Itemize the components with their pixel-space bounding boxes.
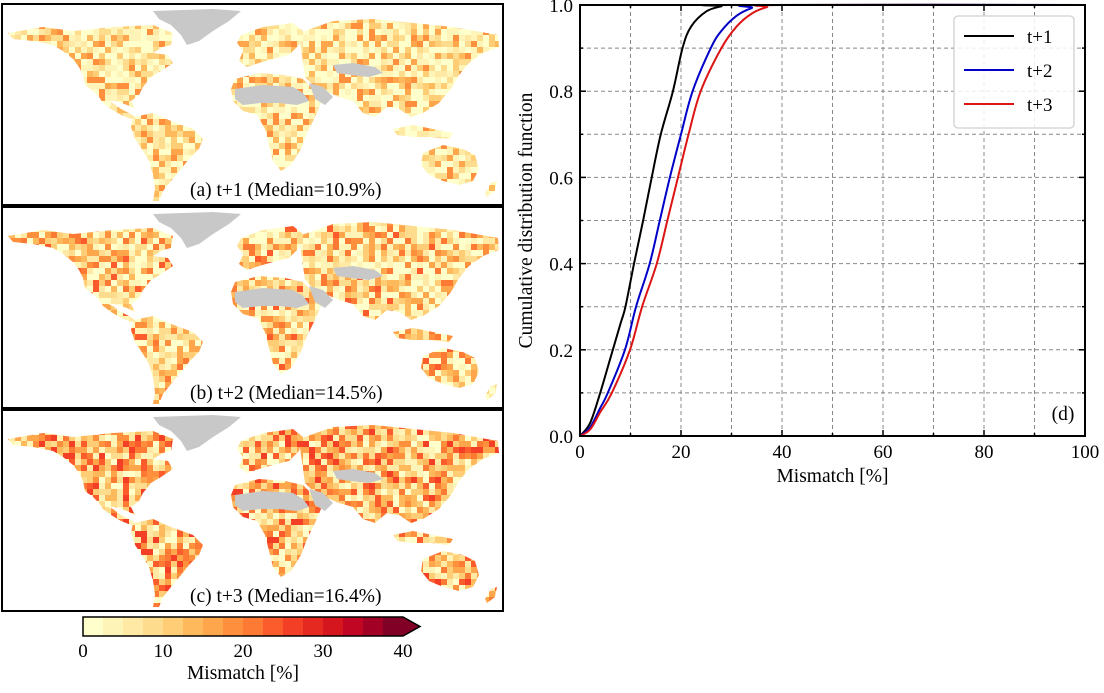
colorbar-outline [82, 616, 422, 637]
y-tick-label: 0.0 [549, 427, 573, 448]
no-data-region [153, 9, 241, 45]
no-data-region [309, 83, 333, 105]
map-label-a: (a) t+1 (Median=10.9%) [190, 180, 382, 201]
map-label-c: (c) t+3 (Median=16.4%) [190, 586, 382, 607]
world-map-b [8, 212, 499, 404]
cdf-line-t2 [579, 3, 1086, 437]
panel-label-d: (d) [1052, 404, 1075, 425]
x-tick-label: 40 [773, 442, 792, 463]
colorbar-bin [163, 617, 184, 636]
x-axis-label: Mismatch [%] [776, 466, 888, 487]
colorbar-scale [82, 616, 422, 637]
land-heatmap [8, 19, 499, 201]
no-data-region [333, 63, 383, 77]
y-tick-label: 0.8 [549, 82, 573, 103]
legend-entry-t3: t+3 [964, 95, 1053, 116]
y-tick-label: 1.0 [549, 0, 573, 17]
colorbar-bin [363, 617, 384, 636]
world-map-c [8, 415, 499, 607]
land-heatmap [8, 425, 499, 607]
no-data-region [333, 469, 383, 483]
map-label-b: (b) t+2 (Median=14.5%) [190, 383, 383, 404]
colorbar-tick-30: 30 [313, 641, 333, 662]
x-tick-label: 100 [1071, 442, 1100, 463]
legend: t+1 t+2 t+3 [953, 15, 1075, 129]
colorbar-tick-40: 40 [393, 641, 413, 662]
colorbar-bin [223, 617, 244, 636]
no-data-region [309, 489, 333, 511]
map-panel-c: (c) t+3 (Median=16.4%) [1, 409, 504, 612]
colorbar-bin [323, 617, 344, 636]
no-data-region [235, 85, 309, 105]
y-tick-label: 0.6 [549, 168, 573, 189]
colorbar-bin [283, 617, 304, 636]
x-tick-label: 0 [575, 442, 585, 463]
no-data-region [153, 415, 241, 451]
colorbar-bin [343, 617, 364, 636]
grid-lines [580, 4, 1085, 436]
legend-label: t+3 [1027, 95, 1053, 116]
colorbar-bin [123, 617, 144, 636]
colorbar-bin [383, 617, 404, 636]
cdf-chart: 0 20 40 60 80 100 0.0 0.2 0.4 0.6 0.8 1.… [516, 0, 1099, 487]
legend-entry-t1: t+1 [964, 27, 1053, 48]
colorbar-tick-20: 20 [233, 641, 253, 662]
colorbar-bin [303, 617, 324, 636]
y-axis-label: Cumulative distribution function [516, 92, 537, 348]
no-data-region [235, 491, 309, 511]
no-data-region [333, 266, 383, 280]
legend-box [953, 15, 1075, 129]
colorbar-bin [143, 617, 164, 636]
colorbar-extend-arrow [403, 617, 420, 636]
colorbar-bin [103, 617, 124, 636]
colorbar-title: Mismatch [%] [186, 663, 300, 684]
colorbar-bin [263, 617, 284, 636]
map-panel-a: (a) t+1 (Median=10.9%) [1, 3, 504, 206]
legend-entry-t2: t+2 [964, 61, 1053, 82]
no-data-region [235, 288, 309, 308]
legend-label: t+1 [1027, 27, 1053, 48]
axis-ticks [579, 4, 1086, 437]
map-panel-b: (b) t+2 (Median=14.5%) [1, 206, 504, 409]
x-tick-label: 80 [975, 442, 994, 463]
colorbar-tick-0: 0 [78, 641, 88, 662]
x-tick-label: 60 [874, 442, 893, 463]
x-tick-label: 20 [672, 442, 691, 463]
colorbar-tick-10: 10 [153, 641, 173, 662]
cdf-line-t3 [579, 3, 1086, 437]
y-tick-label: 0.2 [549, 341, 573, 362]
colorbar-bin [83, 617, 104, 636]
world-map-a [8, 9, 499, 201]
y-tick-label: 0.4 [549, 255, 573, 276]
colorbar-bin [183, 617, 204, 636]
y-tick-labels: 0.0 0.2 0.4 0.6 0.8 1.0 [549, 0, 573, 448]
no-data-region [309, 286, 333, 308]
no-data-region [153, 212, 241, 248]
legend-label: t+2 [1027, 61, 1053, 82]
colorbar: 0 10 20 30 40 Mismatch [%] [0, 612, 520, 693]
colorbar-bin [243, 617, 264, 636]
land-heatmap [8, 222, 499, 404]
colorbar-bin [203, 617, 224, 636]
x-tick-labels: 0 20 40 60 80 100 [575, 442, 1099, 463]
